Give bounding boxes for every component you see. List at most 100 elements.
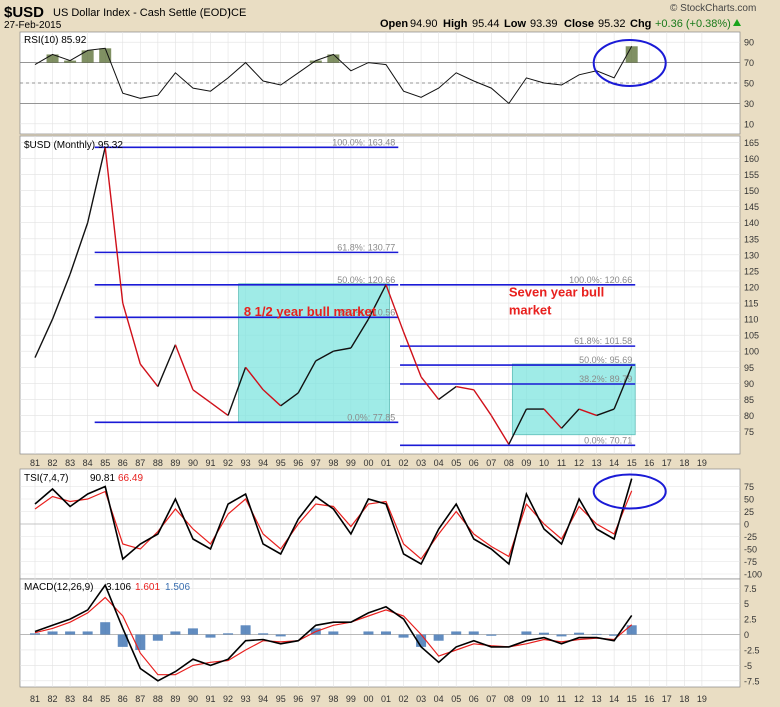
y-tick-label: 145 xyxy=(744,202,759,212)
x-tick-label: 18 xyxy=(679,458,689,468)
price-segment xyxy=(262,389,282,407)
x-tick-label: 16 xyxy=(644,694,654,704)
y-tick-label: 0 xyxy=(744,520,749,530)
x-tick-label: 08 xyxy=(504,458,514,468)
fib-label: 0.0%: 70.71 xyxy=(584,435,632,445)
y-tick-label: 155 xyxy=(744,170,759,180)
tsi-legend: TSI(7,4,7) 90.81 66.49 xyxy=(24,473,143,484)
tsi-signal-line xyxy=(34,490,633,560)
close-value: 95.32 xyxy=(598,18,626,30)
price-segment xyxy=(613,366,633,410)
x-tick-label: 97 xyxy=(311,458,321,468)
y-tick-label: 110 xyxy=(744,315,758,325)
y-tick-label: 165 xyxy=(744,138,759,148)
x-tick-label: 10 xyxy=(539,458,549,468)
fib-label: 0.0%: 77.85 xyxy=(347,412,395,422)
macd-histogram-bar xyxy=(538,632,549,635)
price-segment xyxy=(438,385,457,400)
x-tick-label: 08 xyxy=(504,694,514,704)
fib-label: 61.8%: 101.58 xyxy=(574,336,632,346)
x-tick-label: 14 xyxy=(609,458,619,468)
macd-histogram-bar xyxy=(328,631,339,635)
macd-histogram-bar xyxy=(205,634,216,638)
x-tick-label: 19 xyxy=(697,694,707,704)
price-segment xyxy=(297,360,317,394)
price-segment xyxy=(34,318,54,358)
x-tick-label: 86 xyxy=(118,458,128,468)
fib-label: 38.2%: 110.56 xyxy=(338,307,395,317)
x-tick-label: 88 xyxy=(153,694,163,704)
high-label: High xyxy=(443,18,468,30)
chart-description: US Dollar Index - Cash Settle (EOD) xyxy=(53,7,231,19)
x-tick-label: 82 xyxy=(48,458,58,468)
x-tick-label: 91 xyxy=(205,458,215,468)
bull-market-box xyxy=(511,363,636,436)
fib-retracement-lines: 100.0%: 163.48 61.8%: 130.77 50.0%: 120.66… xyxy=(94,137,636,447)
price-legend: $USD (Monthly) 95.32 xyxy=(24,140,123,151)
x-tick-label: 17 xyxy=(662,694,672,704)
macd-histogram-bar xyxy=(100,622,111,635)
macd-histogram-bar xyxy=(258,633,269,635)
x-tick-label: 98 xyxy=(328,458,338,468)
rsi-overbought-fill xyxy=(327,54,340,63)
macd-line xyxy=(34,583,633,682)
x-tick-label: 95 xyxy=(276,694,286,704)
macd-legend-hist: 1.506 xyxy=(165,582,190,593)
x-tick-label: 04 xyxy=(434,694,444,704)
y-tick-label: 70 xyxy=(744,58,754,68)
macd-legend: MACD(12,26,9) 3.106 1.601 1.506 xyxy=(24,582,190,593)
y-tick-label: 50 xyxy=(744,79,754,89)
tsi-legend-prefix: TSI(7,4,7) xyxy=(24,473,68,484)
y-tick-label: 90 xyxy=(744,379,754,389)
chart-annotation: Seven year bull xyxy=(509,285,604,300)
y-tick-label: 115 xyxy=(744,299,758,309)
rsi-overbought-fill xyxy=(309,60,322,63)
macd-histogram-bar xyxy=(521,631,532,635)
rsi-overbought-fill xyxy=(64,60,77,63)
x-tick-label: 92 xyxy=(223,458,233,468)
high-value: 95.44 xyxy=(472,18,500,30)
macd-histogram-bar xyxy=(416,634,427,647)
x-tick-label: 02 xyxy=(399,458,409,468)
macd-histogram-bar xyxy=(152,634,163,641)
highlight-circle xyxy=(592,473,667,510)
grid-layer xyxy=(20,32,740,687)
fib-label: 100.0%: 120.66 xyxy=(569,275,632,285)
y-tick-label: 100 xyxy=(744,347,759,357)
x-tick-label: 12 xyxy=(574,694,584,704)
x-tick-label: 03 xyxy=(416,694,426,704)
macd-histogram-bar xyxy=(363,631,374,635)
y-tick-label: 25 xyxy=(744,507,754,517)
price-segment xyxy=(385,284,405,333)
x-tick-label: 10 xyxy=(539,694,549,704)
y-tick-label: -2.5 xyxy=(744,645,760,655)
macd-histogram-bar xyxy=(433,634,444,641)
y-tick-label: 0 xyxy=(744,630,749,640)
rsi-overbought-fill xyxy=(625,46,638,63)
y-tick-label: 160 xyxy=(744,154,759,164)
highlight-boxes xyxy=(238,283,636,436)
chart-exchange: ICE xyxy=(228,7,246,19)
rsi-overbought-fill xyxy=(99,48,112,63)
x-tick-label: 96 xyxy=(293,694,303,704)
price-segment xyxy=(456,385,474,391)
x-tick-label: 03 xyxy=(416,458,426,468)
chart-watermark: © StockCharts.com xyxy=(670,3,756,14)
low-value: 93.39 xyxy=(530,18,558,30)
y-tick-label: -75 xyxy=(744,557,757,567)
macd-histogram-bar xyxy=(609,634,620,636)
x-tick-label: 04 xyxy=(434,458,444,468)
price-segment xyxy=(122,302,141,365)
price-segment xyxy=(210,402,229,417)
y-tick-label: 75 xyxy=(744,427,754,437)
x-tick-label: 05 xyxy=(451,694,461,704)
macd-histogram-bar xyxy=(187,628,198,635)
price-segment xyxy=(245,366,264,391)
x-tick-label: 12 xyxy=(574,458,584,468)
y-tick-label: 2.5 xyxy=(744,615,757,625)
macd-histogram-bar xyxy=(47,631,58,635)
x-tick-label: 82 xyxy=(48,694,58,704)
y-tick-label: -100 xyxy=(744,570,762,580)
